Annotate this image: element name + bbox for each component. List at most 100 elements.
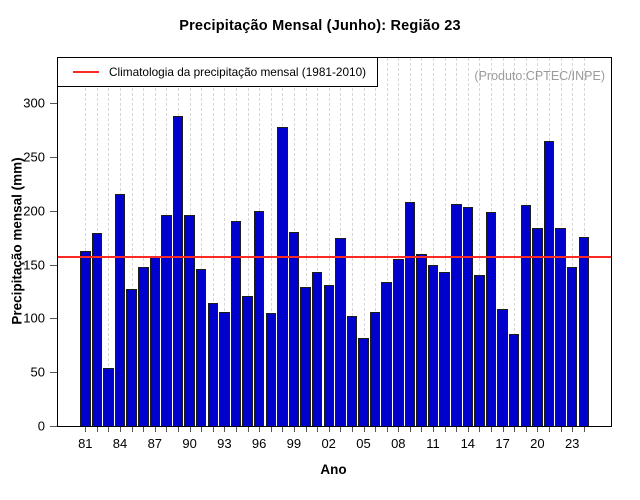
x-tick-label: 05 (356, 436, 371, 451)
legend-box: Climatologia da precipitação mensal (198… (57, 57, 379, 87)
gridline-vertical (201, 58, 203, 426)
x-tick-label: 20 (530, 436, 545, 451)
x-tick (351, 427, 353, 432)
gridline-vertical (85, 58, 87, 426)
bar-90 (184, 215, 195, 426)
bar-83 (103, 367, 114, 426)
x-tick (154, 427, 156, 432)
bar-94 (230, 220, 242, 426)
gridline-vertical (398, 58, 400, 426)
bar-23 (566, 266, 578, 426)
bar-16 (485, 211, 497, 426)
x-tick (96, 427, 98, 432)
bar-11 (427, 264, 439, 426)
bar-85 (126, 289, 137, 426)
bar-91 (195, 268, 207, 426)
bar-93 (219, 311, 230, 426)
x-tick (236, 427, 237, 432)
x-tick-label: 11 (426, 436, 440, 451)
bar-97 (265, 313, 276, 426)
x-tick (386, 427, 388, 432)
x-tick (479, 427, 481, 432)
gridline-vertical (363, 58, 365, 426)
legend-label: Climatologia da precipitação mensal (198… (109, 65, 367, 79)
y-tick-label: 100 (23, 310, 45, 326)
bar-07 (381, 281, 392, 426)
y-tick (50, 318, 57, 320)
y-tick-label: 250 (23, 149, 45, 165)
gridline-vertical (421, 58, 423, 426)
bar-00 (300, 287, 311, 426)
bar-86 (138, 266, 149, 426)
bar-14 (462, 206, 474, 426)
bar-03 (335, 237, 346, 426)
bar-09 (404, 202, 416, 426)
x-tick (305, 427, 307, 432)
x-tick (270, 427, 272, 432)
bar-19 (520, 205, 531, 426)
bar-92 (207, 303, 218, 426)
gridline-vertical (317, 58, 319, 426)
x-tick (375, 427, 377, 432)
x-tick-label: 93 (217, 436, 232, 451)
bar-96 (253, 210, 265, 426)
gridline-vertical (514, 58, 516, 426)
gridline-vertical (375, 58, 377, 426)
bar-82 (91, 233, 103, 426)
x-tick (85, 427, 87, 432)
x-tick (259, 427, 261, 432)
x-tick (340, 427, 342, 432)
y-tick-label: 200 (23, 203, 45, 219)
x-tick-label: 23 (564, 436, 580, 451)
x-tick (166, 427, 168, 432)
x-tick (583, 427, 585, 432)
climatology-line (58, 256, 611, 259)
y-tick (50, 264, 57, 266)
bar-21 (543, 140, 555, 426)
x-tick (525, 427, 527, 432)
x-tick (467, 427, 469, 432)
bar-01 (311, 272, 323, 426)
x-tick (282, 427, 284, 432)
x-tick (398, 427, 400, 432)
x-tick (143, 427, 145, 432)
x-tick (224, 427, 226, 432)
bar-24 (578, 236, 589, 426)
source-label: (Produto:CPTEC/INPE) (474, 69, 605, 83)
y-tick (50, 210, 57, 212)
y-axis-title: Precipitação mensal (mm) (9, 157, 25, 325)
x-tick-label: 96 (251, 436, 267, 451)
chart-title: Precipitação Mensal (Junho): Região 23 (179, 18, 461, 34)
x-tick (502, 427, 504, 432)
x-tick-label: 17 (495, 436, 510, 451)
bar-06 (369, 311, 381, 426)
x-tick (212, 427, 214, 432)
gridline-vertical (479, 58, 481, 426)
x-tick-label: 02 (321, 436, 336, 451)
x-tick (189, 427, 191, 432)
y-tick-label: 300 (23, 95, 45, 111)
y-tick (50, 426, 57, 427)
x-axis-title: Ano (320, 462, 347, 477)
gridline-vertical (386, 58, 388, 426)
gridline-vertical (247, 58, 249, 426)
x-tick (363, 427, 365, 432)
bar-13 (451, 204, 462, 426)
gridline-vertical (433, 58, 434, 426)
y-tick (50, 372, 57, 374)
y-tick-label: 150 (23, 257, 45, 273)
x-tick (572, 427, 574, 432)
x-tick (433, 427, 434, 432)
x-tick (317, 427, 319, 432)
bar-04 (346, 316, 358, 426)
bar-02 (323, 285, 334, 426)
y-tick-label: 0 (37, 418, 45, 434)
x-tick-label: 99 (286, 436, 302, 451)
gridline-vertical (131, 58, 133, 426)
plot-area: (Produto:CPTEC/INPE) Climatologia da pre… (23, 57, 612, 451)
x-tick (201, 427, 203, 432)
bar-89 (172, 116, 184, 426)
x-tick (456, 427, 458, 432)
gridline-vertical (212, 58, 214, 426)
